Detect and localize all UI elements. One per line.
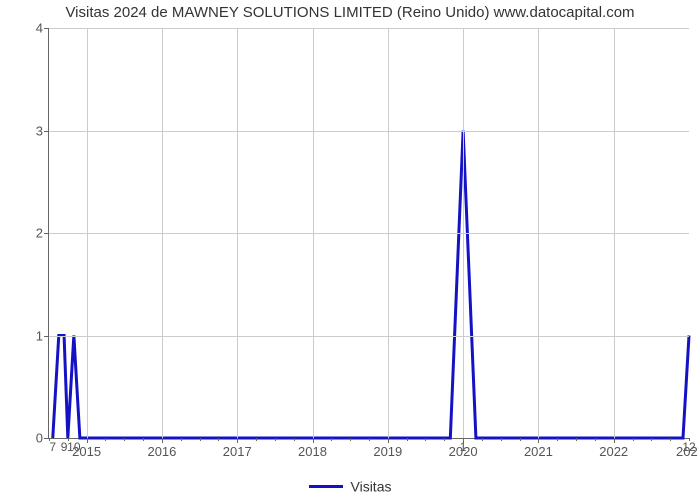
x-tick-label: 2016 (147, 438, 176, 459)
x-minor-tick (482, 438, 483, 441)
y-tick-label: 1 (36, 328, 49, 343)
point-annotation: 12 (682, 440, 695, 454)
chart-title: Visitas 2024 de MAWNEY SOLUTIONS LIMITED… (0, 4, 700, 21)
x-minor-tick (595, 438, 596, 441)
gridline-h (49, 28, 689, 29)
point-annotation: 1 (460, 440, 467, 454)
x-tick-label: 2017 (223, 438, 252, 459)
x-minor-tick (576, 438, 577, 441)
x-minor-tick (124, 438, 125, 441)
x-minor-tick (501, 438, 502, 441)
x-minor-tick (331, 438, 332, 441)
legend: Visitas (0, 477, 700, 494)
gridline-v (162, 28, 163, 438)
x-minor-tick (350, 438, 351, 441)
gridline-h (49, 336, 689, 337)
gridline-v (463, 28, 464, 438)
gridline-v (388, 28, 389, 438)
series-polyline (53, 131, 689, 439)
x-minor-tick (218, 438, 219, 441)
legend-swatch (309, 485, 343, 488)
point-annotation: 7 (49, 440, 56, 454)
y-tick-label: 2 (36, 226, 49, 241)
x-minor-tick (105, 438, 106, 441)
x-minor-tick (520, 438, 521, 441)
y-tick-label: 0 (36, 431, 49, 446)
visits-chart: Visitas 2024 de MAWNEY SOLUTIONS LIMITED… (0, 0, 700, 500)
x-minor-tick (557, 438, 558, 441)
gridline-v (614, 28, 615, 438)
gridline-h (49, 233, 689, 234)
y-tick-label: 4 (36, 21, 49, 36)
x-minor-tick (444, 438, 445, 441)
x-tick-label: 2018 (298, 438, 327, 459)
x-tick-label: 2022 (599, 438, 628, 459)
x-minor-tick (633, 438, 634, 441)
x-minor-tick (275, 438, 276, 441)
legend-label: Visitas (351, 478, 392, 494)
x-minor-tick (407, 438, 408, 441)
x-minor-tick (651, 438, 652, 441)
gridline-h (49, 131, 689, 132)
x-tick-label: 2021 (524, 438, 553, 459)
x-minor-tick (200, 438, 201, 441)
x-minor-tick (369, 438, 370, 441)
point-annotation: 10 (67, 440, 80, 454)
y-tick-label: 3 (36, 123, 49, 138)
gridline-v (87, 28, 88, 438)
x-minor-tick (256, 438, 257, 441)
gridline-v (313, 28, 314, 438)
x-minor-tick (143, 438, 144, 441)
x-minor-tick (181, 438, 182, 441)
x-minor-tick (670, 438, 671, 441)
x-minor-tick (294, 438, 295, 441)
plot-area: 0123420152016201720182019202020212022202… (48, 28, 689, 439)
gridline-v (538, 28, 539, 438)
gridline-v (237, 28, 238, 438)
x-tick-label: 2019 (373, 438, 402, 459)
x-minor-tick (425, 438, 426, 441)
